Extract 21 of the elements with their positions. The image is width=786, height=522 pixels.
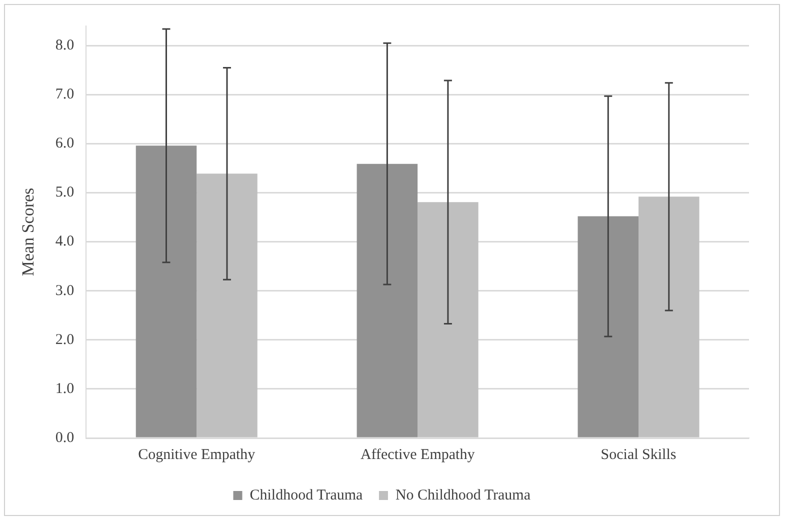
y-tick-label: 0.0 xyxy=(55,430,74,446)
y-tick-label: 7.0 xyxy=(55,86,74,103)
x-tick-label: Cognitive Empathy xyxy=(138,446,256,463)
bar xyxy=(418,202,478,438)
y-axis-title: Mean Scores xyxy=(18,188,38,276)
y-tick-label: 1.0 xyxy=(55,380,74,397)
bar xyxy=(356,164,418,438)
x-tick-label: Social Skills xyxy=(600,446,676,463)
y-tick-label: 2.0 xyxy=(55,332,74,348)
bar xyxy=(578,216,639,438)
y-tick-label: 6.0 xyxy=(55,136,74,152)
y-tick-label: 5.0 xyxy=(55,184,74,201)
y-tick-label: 3.0 xyxy=(55,282,74,299)
bar xyxy=(136,146,197,438)
y-tick-label: 8.0 xyxy=(55,38,74,54)
bar xyxy=(196,174,258,438)
y-tick-label: 4.0 xyxy=(55,234,74,250)
bar xyxy=(638,196,700,438)
legend-label: Childhood Trauma xyxy=(250,487,364,504)
x-tick-label: Affective Empathy xyxy=(360,446,476,463)
legend-label: No Childhood Trauma xyxy=(395,487,531,504)
